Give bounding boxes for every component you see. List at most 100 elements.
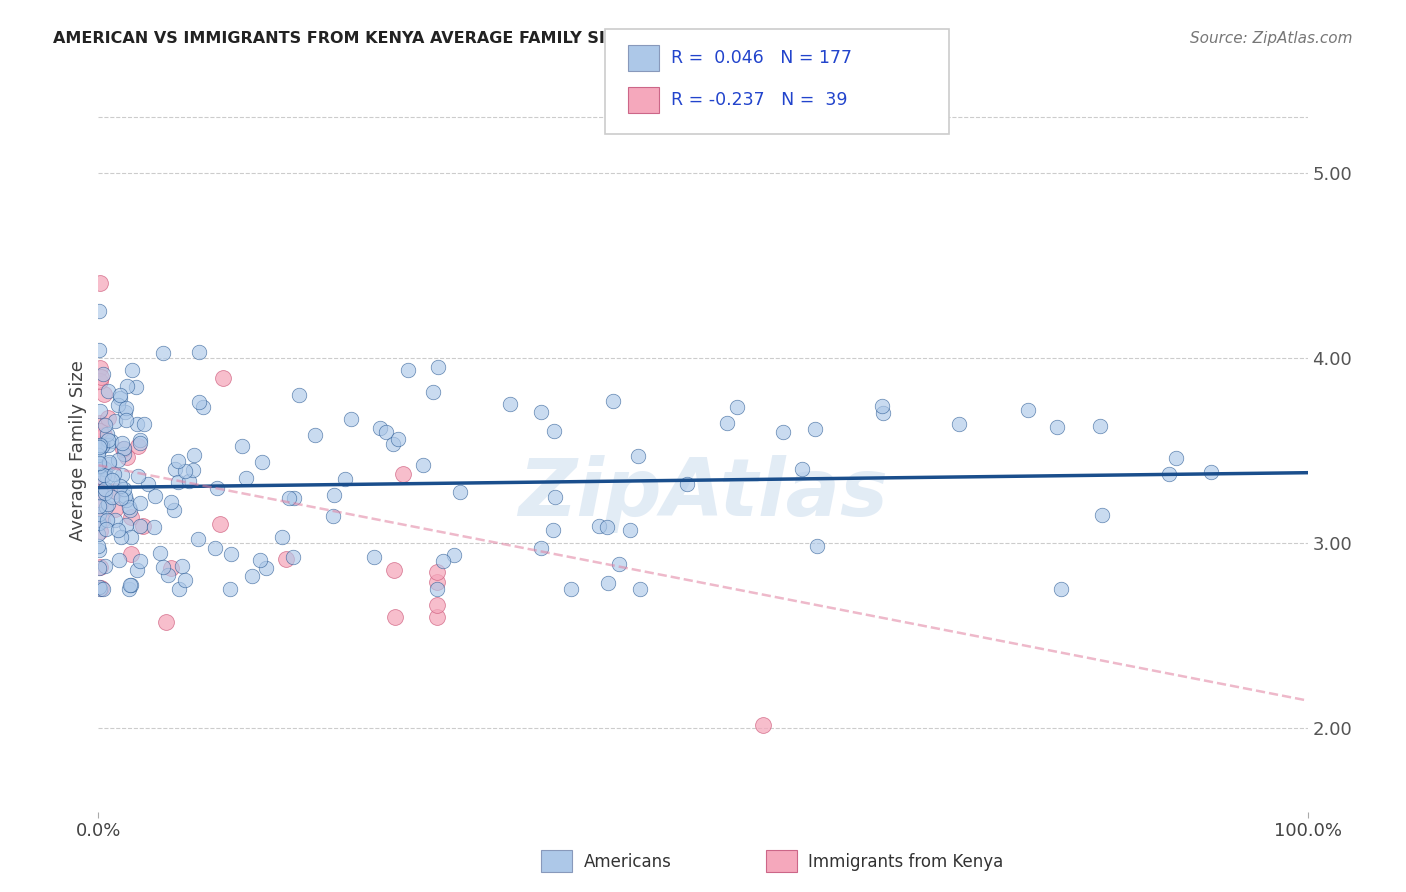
Point: [752, 717, 775, 731]
Point: [165, 461, 187, 475]
Point: [97, 457, 120, 471]
Point: [167, 475, 190, 489]
Point: [382, 563, 405, 577]
Point: [219, 582, 242, 597]
Point: [96, 426, 118, 441]
Point: [89, 416, 111, 430]
Point: [1157, 467, 1180, 481]
Point: [602, 393, 624, 408]
Point: [716, 417, 738, 431]
Point: [89, 374, 111, 388]
Point: [499, 396, 522, 410]
Point: [676, 476, 699, 491]
Point: [806, 540, 828, 554]
Point: [412, 458, 434, 472]
Point: [89, 516, 111, 530]
Point: [1199, 466, 1222, 480]
Point: [112, 482, 135, 496]
Text: Immigrants from Kenya: Immigrants from Kenya: [808, 853, 1004, 871]
Point: [94, 462, 117, 476]
Point: [276, 552, 298, 566]
Point: [93, 460, 115, 475]
Point: [89, 438, 111, 452]
Point: [93, 559, 115, 574]
Point: [96, 470, 118, 484]
Point: [138, 477, 160, 491]
Point: [288, 388, 311, 402]
Point: [432, 554, 454, 568]
Point: [110, 388, 132, 402]
Point: [87, 580, 110, 594]
Point: [422, 385, 444, 400]
Point: [104, 484, 127, 499]
Point: [1164, 450, 1187, 465]
Point: [93, 387, 115, 401]
Point: [191, 400, 214, 414]
Point: [121, 363, 143, 377]
Point: [252, 455, 274, 469]
Point: [249, 552, 271, 566]
Point: [89, 582, 111, 597]
Point: [304, 428, 326, 442]
Point: [281, 550, 304, 565]
Point: [163, 503, 186, 517]
Point: [89, 559, 111, 574]
Point: [607, 557, 630, 571]
Point: [152, 559, 174, 574]
Point: [384, 610, 406, 624]
Point: [115, 450, 138, 464]
Point: [396, 362, 419, 376]
Point: [90, 436, 112, 450]
Point: [160, 561, 183, 575]
Point: [1050, 582, 1073, 596]
Point: [89, 524, 111, 538]
Point: [449, 485, 471, 500]
Point: [110, 467, 132, 482]
Point: [97, 497, 120, 511]
Point: [157, 568, 180, 582]
Point: [128, 436, 150, 450]
Point: [426, 598, 449, 612]
Point: [127, 563, 149, 577]
Point: [120, 577, 142, 591]
Point: [270, 530, 292, 544]
Point: [112, 447, 135, 461]
Point: [90, 485, 112, 500]
Point: [427, 359, 450, 374]
Point: [104, 414, 127, 428]
Point: [89, 459, 111, 474]
Point: [129, 519, 152, 533]
Point: [131, 519, 153, 533]
Point: [111, 436, 134, 450]
Point: [90, 370, 112, 384]
Point: [143, 520, 166, 534]
Point: [155, 615, 177, 630]
Point: [89, 543, 111, 558]
Point: [87, 539, 110, 553]
Point: [128, 554, 150, 568]
Point: [790, 462, 813, 476]
Point: [97, 433, 120, 447]
Point: [112, 442, 135, 457]
Point: [120, 547, 142, 561]
Point: [619, 523, 641, 537]
Point: [100, 473, 122, 487]
Text: ZipAtlas: ZipAtlas: [517, 455, 889, 533]
Point: [91, 367, 114, 381]
Point: [107, 523, 129, 537]
Point: [120, 530, 142, 544]
Point: [90, 470, 112, 484]
Point: [219, 547, 242, 561]
Y-axis label: Average Family Size: Average Family Size: [69, 360, 87, 541]
Point: [283, 491, 305, 505]
Point: [333, 472, 356, 486]
Point: [97, 411, 120, 425]
Point: [628, 582, 651, 597]
Point: [1090, 419, 1112, 434]
Point: [382, 437, 405, 451]
Text: R =  0.046   N = 177: R = 0.046 N = 177: [671, 49, 852, 67]
Point: [93, 582, 115, 597]
Point: [89, 360, 111, 375]
Point: [188, 395, 211, 409]
Point: [118, 500, 141, 515]
